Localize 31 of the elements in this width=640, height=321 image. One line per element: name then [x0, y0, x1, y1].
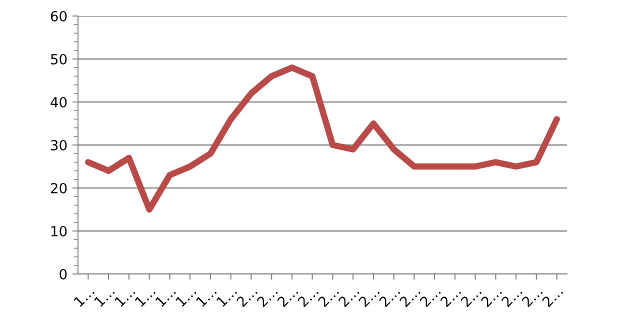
x-tick-label: 2… [440, 286, 462, 308]
x-tick-label: 1… [134, 286, 156, 307]
y-tick-label: 20 [50, 182, 67, 194]
x-tick-label: 2… [419, 286, 441, 308]
x-tick-label: 1… [175, 286, 196, 307]
x-tick-label: 1… [114, 286, 136, 307]
x-tick-label: 2… [297, 286, 319, 308]
y-tick-label: 0 [60, 268, 67, 280]
y-tick-label: 10 [51, 226, 67, 236]
x-tick-label: 2… [480, 286, 502, 308]
y-tick-label: 30 [50, 140, 67, 150]
x-tick-label: 2… [256, 286, 278, 308]
x-tick-label: 2… [338, 286, 360, 308]
x-tick-label: 2… [460, 286, 482, 308]
y-tick-label: 60 [50, 10, 67, 22]
x-tick-label: 2… [318, 286, 340, 308]
x-tick-label: 2… [358, 286, 380, 308]
x-tick-label: 1… [155, 286, 176, 307]
x-tick-label: 2… [521, 286, 543, 308]
x-tick-label: 1… [74, 286, 95, 307]
y-tick-label: 40 [50, 96, 67, 108]
x-tick-label: 2… [276, 286, 298, 308]
x-tick-label: 2… [378, 286, 400, 308]
x-tick-label: 2… [399, 286, 421, 308]
x-tick-label: 2… [236, 286, 258, 308]
x-tick-label: 1… [94, 286, 115, 307]
x-tick-label: 1… [196, 286, 217, 307]
x-tick-label: 2… [500, 286, 522, 308]
y-tick-label: 50 [50, 54, 67, 64]
x-tick-label: 1… [216, 286, 238, 307]
x-tick-label: 2… [542, 286, 564, 308]
